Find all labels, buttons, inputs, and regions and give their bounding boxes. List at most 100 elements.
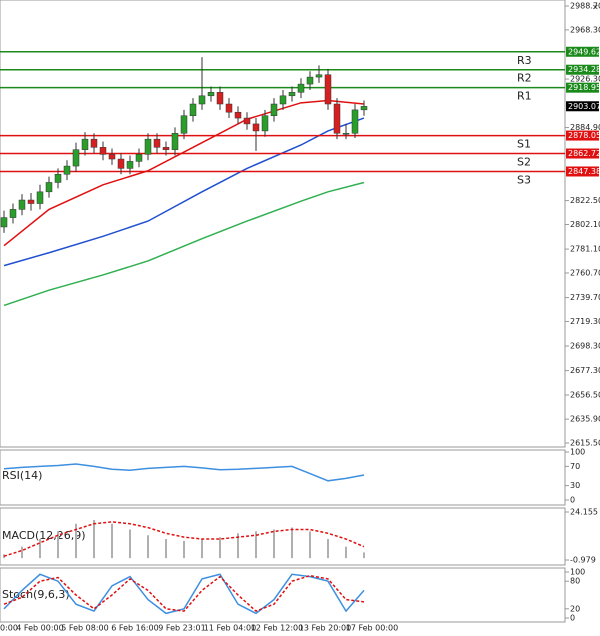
level-tag — [566, 64, 599, 75]
y-tick-label: 0 — [570, 496, 575, 505]
y-tick-label: 100 — [570, 568, 585, 577]
candle-body — [198, 95, 206, 105]
level-label: 2918.95 — [568, 83, 600, 92]
level-name: S2 — [517, 156, 531, 169]
y-tick-label: 2988.70 — [570, 2, 600, 11]
candle-body — [9, 209, 17, 218]
candle-body — [261, 115, 269, 132]
candle-body — [297, 83, 305, 93]
y-tick-label: 2760.70 — [570, 268, 600, 277]
y-tick-label: 20 — [570, 604, 580, 613]
moving-average — [3, 181, 365, 307]
candle-body — [234, 111, 242, 119]
y-tick-label: 2822.50 — [570, 196, 600, 205]
y-tick-label: 0 — [570, 614, 575, 623]
macd-signal — [3, 521, 365, 557]
candle-body — [225, 103, 233, 113]
level-label: 2949.62 — [568, 47, 600, 56]
candle-body — [99, 147, 107, 155]
candle-body — [351, 109, 359, 134]
y-tick-label: 2698.30 — [570, 342, 600, 351]
y-tick-label: 24.155 — [570, 508, 598, 517]
y-tick-label: 2884.90 — [570, 123, 600, 132]
candle-body — [342, 133, 350, 135]
candle-body — [54, 174, 62, 183]
candle-body — [27, 199, 35, 204]
macd-frame — [0, 507, 566, 566]
y-tick-label: 2968.30 — [570, 25, 600, 34]
level-name: R1 — [517, 90, 532, 103]
y-tick-label: 2635.90 — [570, 415, 600, 424]
candle-body — [63, 165, 71, 175]
candle-body — [126, 161, 134, 169]
candle-body — [18, 199, 26, 210]
x-tick-label: 5 Feb 08:00 — [61, 624, 108, 633]
y-tick-label: 2781.10 — [570, 245, 600, 254]
x-tick-label: 12 Feb 12:00 — [251, 624, 303, 633]
level-label: 2862.72 — [568, 149, 600, 158]
y-tick-label: 2739.70 — [570, 293, 600, 302]
x-tick-label: 6 Feb 16:00 — [111, 624, 158, 633]
candle-body — [216, 92, 224, 105]
candle-body — [36, 191, 44, 204]
level-label: 2847.38 — [568, 167, 600, 176]
main-frame — [0, 0, 566, 448]
y-tick-label: 2656.50 — [570, 390, 600, 399]
x-tick-label: 17 Feb 00:00 — [346, 624, 398, 633]
candle-body — [144, 138, 152, 155]
x-tick-label: 9 Feb 23:01 — [158, 624, 205, 633]
stoch-signal — [3, 574, 365, 612]
candle-body — [153, 138, 161, 148]
level-tag — [566, 130, 599, 141]
candle-body — [90, 138, 98, 148]
rsi-frame — [0, 449, 566, 506]
y-tick-label: 30 — [570, 481, 580, 490]
candle-body — [306, 76, 314, 85]
level-label: 2878.05 — [568, 131, 600, 140]
candle-body — [333, 103, 341, 134]
candle-body — [270, 103, 278, 116]
candle-body — [171, 133, 179, 150]
level-tag — [566, 166, 599, 177]
y-tick-label: 2677.30 — [570, 366, 600, 375]
x-tick-label: 4 Feb 00:00 — [16, 624, 63, 633]
y-tick-label: 2926.30 — [570, 75, 600, 84]
y-tick-label: 2615.50 — [570, 439, 600, 448]
stoch-frame — [0, 567, 566, 623]
y-tick-label: 80 — [570, 577, 580, 586]
stoch-main — [3, 573, 365, 615]
candle-body — [189, 103, 197, 116]
candle-body — [207, 92, 215, 97]
close-icon[interactable]: × — [592, 3, 599, 12]
candle-body — [72, 149, 80, 167]
candle-body — [81, 138, 89, 150]
candle-body — [252, 123, 260, 132]
candle-body — [117, 158, 125, 169]
candle-body — [0, 217, 8, 228]
y-tick-label: -0.979 — [570, 556, 596, 565]
candle-body — [288, 92, 296, 97]
level-tag — [566, 82, 599, 93]
level-name: S1 — [517, 138, 531, 151]
level-name: R3 — [517, 54, 532, 67]
candle-body — [324, 74, 332, 105]
level-label: 2934.28 — [568, 65, 600, 74]
price-tag — [566, 101, 599, 112]
indicator-name: MACD(12,26,9) — [2, 529, 86, 542]
level-name: R2 — [517, 72, 532, 85]
candle-body — [279, 95, 287, 105]
x-tick-label: 0:00 — [0, 624, 18, 633]
level-name: S3 — [517, 173, 531, 186]
moving-average — [3, 99, 365, 247]
candle-body — [315, 74, 323, 78]
candle-body — [135, 154, 143, 162]
x-tick-label: 11 Feb 04:00 — [204, 624, 256, 633]
y-tick-label: 100 — [570, 448, 585, 457]
y-tick-label: 2719.30 — [570, 317, 600, 326]
candle-body — [243, 117, 251, 125]
level-tag — [566, 46, 599, 57]
indicator-name: RSI(14) — [2, 469, 42, 482]
x-tick-label: 13 Feb 20:00 — [299, 624, 351, 633]
